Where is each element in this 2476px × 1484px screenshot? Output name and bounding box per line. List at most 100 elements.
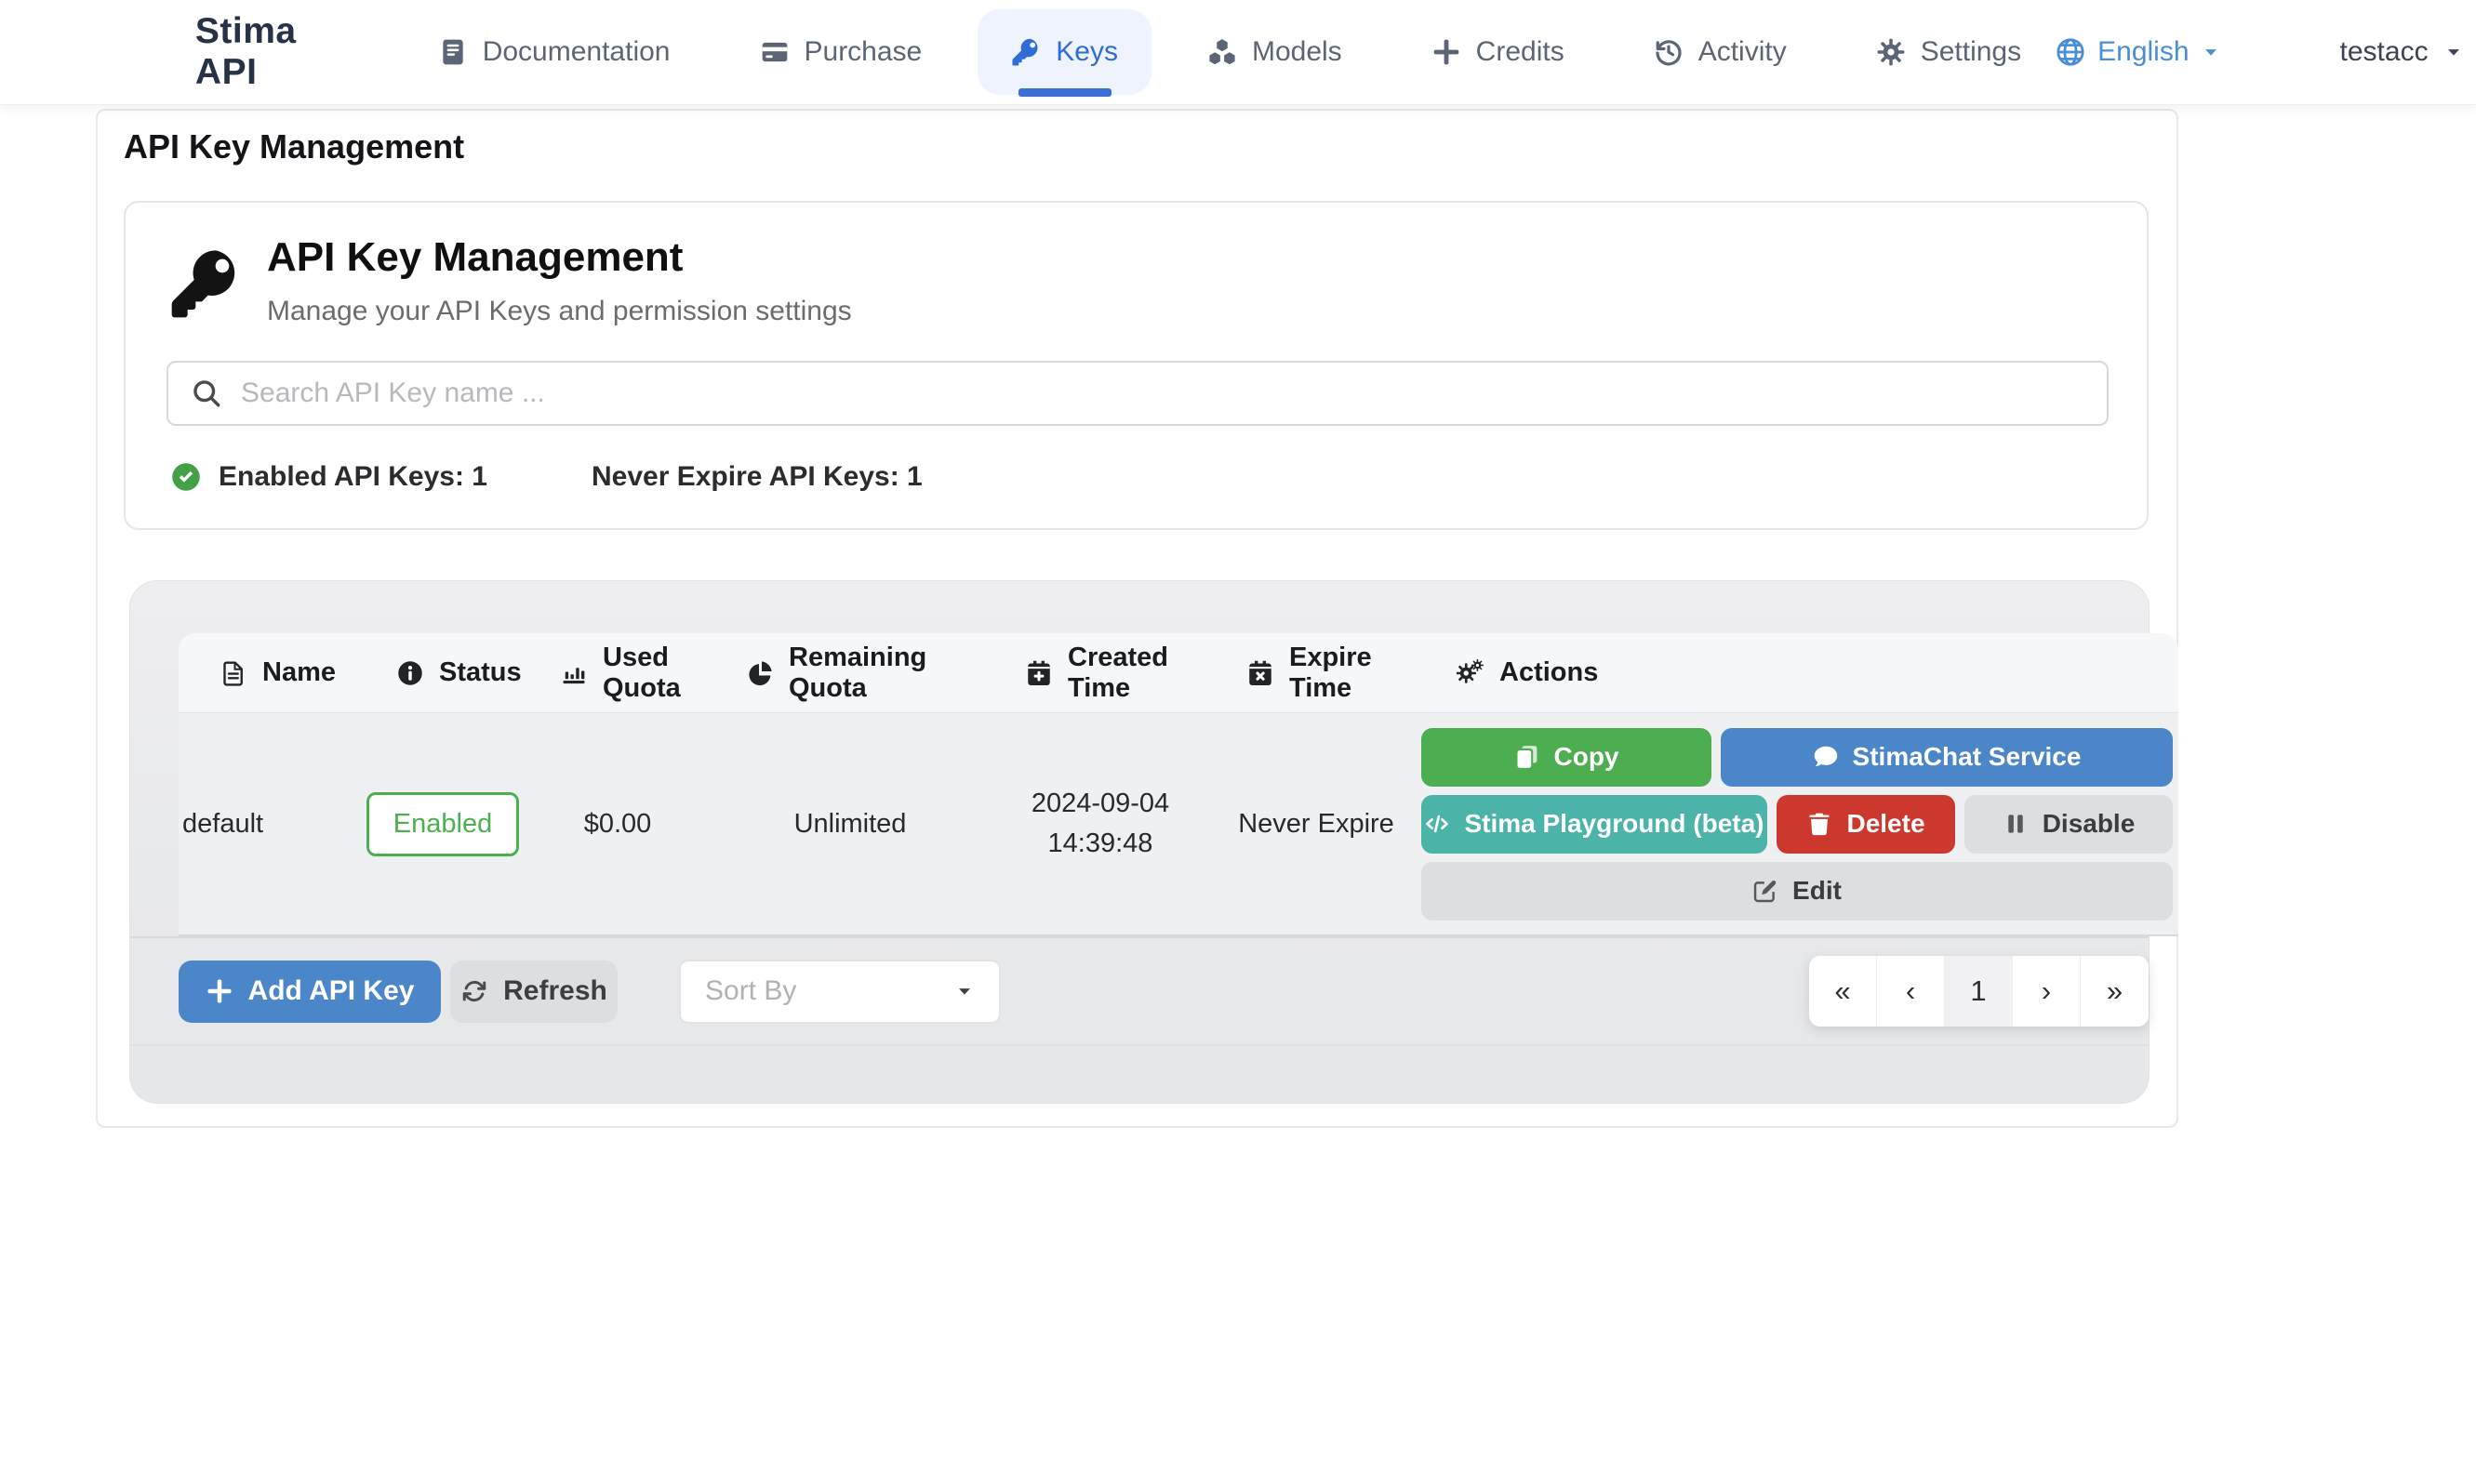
stat-enabled-keys: Enabled API Keys: 1: [170, 461, 487, 493]
edit-button[interactable]: Edit: [1421, 861, 2173, 921]
stat-never-expire-keys: Never Expire API Keys: 1: [592, 461, 923, 493]
pagination: « ‹ 1 › »: [1809, 956, 2149, 1027]
column-header-created-time: Created Time: [990, 643, 1211, 704]
gear-icon: [1876, 37, 1906, 67]
nav-label: Models: [1251, 36, 1342, 67]
code-icon: [1424, 811, 1450, 837]
nav-item-models[interactable]: Models: [1174, 9, 1376, 95]
brand-name: Stima API: [194, 11, 297, 92]
caret-down-icon: [954, 981, 975, 1001]
cell-name: default: [182, 808, 264, 839]
cell-actions: Copy StimaChat Service Stima Playground …: [1421, 727, 2178, 921]
file-icon: [220, 659, 247, 687]
history-icon: [1654, 37, 1684, 67]
api-key-header-card: API Key Management Manage your API Keys …: [124, 201, 2149, 530]
column-label: Created Time: [1068, 642, 1168, 703]
created-date: 2024-09-04: [1031, 788, 1170, 818]
nav-item-credits[interactable]: Credits: [1398, 9, 1598, 95]
pagination-page-1[interactable]: 1: [1945, 956, 2013, 1027]
pause-icon: [2003, 811, 2029, 837]
button-label: Copy: [1553, 742, 1619, 771]
column-header-name: Name: [179, 657, 361, 688]
nav-item-keys[interactable]: Keys: [978, 9, 1151, 95]
nav-label: Activity: [1697, 36, 1787, 67]
search-box: [166, 361, 2109, 426]
add-api-key-button[interactable]: Add API Key: [179, 960, 441, 1023]
button-label: Edit: [1792, 876, 1842, 905]
delete-button[interactable]: Delete: [1777, 794, 1955, 854]
language-selector[interactable]: English: [2055, 36, 2220, 68]
card-title: API Key Management: [267, 234, 684, 280]
column-header-expire-time: Expire Time: [1211, 643, 1421, 704]
api-key-table: Name Status Used Quota Remaining Quota C…: [179, 633, 2178, 936]
card-subtitle: Manage your API Keys and permission sett…: [267, 296, 852, 326]
pagination-first[interactable]: «: [1809, 956, 1877, 1027]
nav-label: Keys: [1056, 36, 1118, 67]
brand[interactable]: Stima API: [132, 11, 315, 93]
stat-label: Never Expire API Keys: 1: [591, 461, 923, 492]
created-time: 14:39:48: [1047, 828, 1153, 858]
pie-chart-icon: [746, 659, 774, 687]
column-label: Used Quota: [603, 642, 681, 703]
cell-created-time: 2024-09-04 14:39:48: [990, 784, 1211, 865]
stat-label: Enabled API Keys: 1: [219, 461, 487, 492]
trash-icon: [1806, 811, 1832, 837]
search-input[interactable]: [241, 378, 2084, 409]
stima-logo-icon: [132, 18, 175, 86]
api-key-table-card: Name Status Used Quota Remaining Quota C…: [129, 580, 2178, 1104]
button-label: Refresh: [503, 975, 607, 1006]
status-badge: Enabled: [366, 791, 520, 856]
top-navbar: Stima API Documentation Purchase Keys Mo…: [0, 0, 2476, 105]
column-header-remaining-quota: Remaining Quota: [711, 643, 990, 704]
nav-label: Credits: [1475, 36, 1564, 67]
refresh-icon: [460, 977, 488, 1005]
calendar-plus-icon: [1025, 659, 1053, 687]
sort-by-placeholder: Sort By: [705, 975, 797, 1006]
key-stats: Enabled API Keys: 1 Never Expire API Key…: [170, 461, 923, 493]
main-nav: Documentation Purchase Keys Models Credi…: [405, 0, 2055, 105]
nav-item-purchase[interactable]: Purchase: [726, 9, 956, 95]
globe-icon: [2055, 36, 2086, 68]
calendar-x-icon: [1246, 659, 1274, 687]
column-header-used-quota: Used Quota: [525, 643, 711, 704]
column-label: Actions: [1499, 657, 1599, 687]
column-label: Expire Time: [1289, 642, 1372, 703]
bar-chart-icon: [560, 659, 588, 687]
nav-label: Settings: [1920, 36, 2022, 67]
check-circle-icon: [170, 461, 202, 493]
cubes-icon: [1207, 37, 1237, 67]
column-header-actions: Actions: [1421, 657, 2178, 688]
pagination-last[interactable]: »: [2081, 956, 2149, 1027]
chevron-down-icon: [2201, 42, 2221, 62]
plus-icon: [206, 977, 233, 1005]
sort-by-select[interactable]: Sort By: [679, 959, 1001, 1024]
button-label: Add API Key: [247, 975, 415, 1006]
nav-item-documentation[interactable]: Documentation: [405, 9, 704, 95]
pagination-next[interactable]: ›: [2013, 956, 2081, 1027]
copy-button[interactable]: Copy: [1421, 727, 1711, 787]
button-label: Stima Playground (beta): [1464, 809, 1764, 838]
refresh-button[interactable]: Refresh: [450, 960, 618, 1023]
stimachat-service-button[interactable]: StimaChat Service: [1721, 727, 2173, 787]
credit-card-icon: [760, 37, 790, 67]
disable-button[interactable]: Disable: [1964, 794, 2173, 854]
nav-right: English testacc: [2055, 36, 2463, 68]
nav-label: Documentation: [482, 36, 671, 67]
info-circle-icon: [396, 659, 424, 687]
pagination-prev[interactable]: ‹: [1877, 956, 1945, 1027]
cell-used-quota: $0.00: [583, 808, 652, 839]
account-menu[interactable]: testacc: [2340, 36, 2464, 68]
stima-playground-button[interactable]: Stima Playground (beta): [1421, 794, 1767, 854]
column-label: Remaining Quota: [789, 642, 927, 703]
key-icon: [168, 244, 243, 324]
column-header-status: Status: [361, 657, 525, 688]
table-footer: Add API Key Refresh Sort By « ‹ 1 › »: [130, 936, 2149, 1046]
nav-item-activity[interactable]: Activity: [1620, 9, 1820, 95]
nav-item-settings[interactable]: Settings: [1843, 9, 2055, 95]
cell-status: Enabled: [361, 791, 525, 856]
plus-icon: [1431, 37, 1461, 67]
button-label: Disable: [2042, 809, 2136, 838]
copy-icon: [1514, 744, 1540, 770]
button-label: StimaChat Service: [1852, 742, 2082, 771]
table-row: default Enabled $0.00 Unlimited 2024-09-…: [179, 713, 2178, 936]
